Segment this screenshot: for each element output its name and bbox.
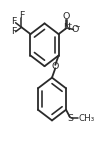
- Text: F: F: [11, 16, 16, 26]
- Text: +: +: [66, 22, 72, 28]
- Text: O: O: [52, 62, 59, 71]
- Text: F: F: [19, 11, 24, 20]
- Text: CH₃: CH₃: [79, 114, 95, 123]
- Text: N: N: [63, 23, 70, 32]
- Text: O: O: [63, 12, 70, 21]
- Text: −: −: [74, 24, 80, 30]
- Text: F: F: [11, 27, 16, 36]
- Text: O: O: [71, 25, 79, 34]
- Text: S: S: [67, 114, 73, 123]
